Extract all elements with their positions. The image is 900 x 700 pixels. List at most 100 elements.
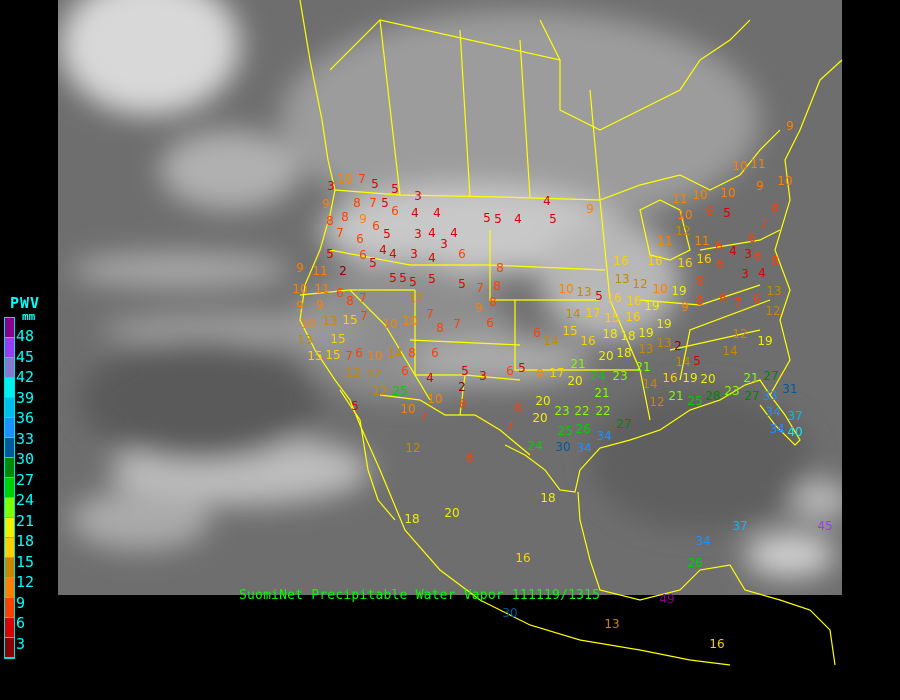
station-pwv-value: 12 xyxy=(649,395,664,409)
station-pwv-value: 6 xyxy=(372,219,380,233)
station-pwv-value: 9 xyxy=(586,202,594,216)
station-pwv-value: 10 xyxy=(652,282,667,296)
station-pwv-value: 34 xyxy=(769,422,784,436)
station-pwv-value: 3 xyxy=(744,247,752,261)
station-pwv-value: 3 xyxy=(414,189,422,203)
station-pwv-value: 7 xyxy=(345,349,353,363)
station-pwv-value: 4 xyxy=(389,247,397,261)
station-pwv-value: 5 xyxy=(461,364,469,378)
station-pwv-value: 8 xyxy=(496,261,504,275)
station-pwv-value: 10 xyxy=(400,402,415,416)
legend-swatch xyxy=(5,498,14,518)
station-pwv-value: 21 xyxy=(743,371,758,385)
legend-swatch xyxy=(5,618,14,638)
station-pwv-value: 16 xyxy=(515,551,530,565)
station-pwv-value: 8 xyxy=(514,401,522,415)
legend-swatch xyxy=(5,398,14,418)
station-pwv-value: 9 xyxy=(316,298,324,312)
station-pwv-value: 12 xyxy=(345,366,360,380)
station-pwv-value: 15 xyxy=(307,349,322,363)
station-pwv-value: 11 xyxy=(314,282,329,296)
legend-label: 42 xyxy=(16,368,35,386)
station-pwv-value: 5 xyxy=(494,212,502,226)
station-pwv-value: 16 xyxy=(696,252,711,266)
station-pwv-value: 4 xyxy=(543,194,551,208)
station-pwv-value: 26 xyxy=(687,556,702,570)
station-pwv-value: 7 xyxy=(734,296,742,310)
station-pwv-value: 25 xyxy=(687,394,702,408)
station-pwv-value: 15 xyxy=(330,332,345,346)
station-pwv-value: 34 xyxy=(576,441,591,455)
station-pwv-value: 7 xyxy=(760,217,768,231)
station-pwv-value: 4 xyxy=(428,251,436,265)
station-pwv-value: 8 xyxy=(341,210,349,224)
station-pwv-value: 34 xyxy=(765,405,780,419)
station-pwv-value: 9 xyxy=(786,119,794,133)
station-pwv-value: 6 xyxy=(401,364,409,378)
station-pwv-value: 3 xyxy=(479,369,487,383)
station-pwv-value: 6 xyxy=(748,231,756,245)
station-pwv-value: 14 xyxy=(565,307,580,321)
station-pwv-value: 14 xyxy=(387,346,402,360)
legend-label: 9 xyxy=(16,593,26,612)
station-pwv-value: 8 xyxy=(408,346,416,360)
station-pwv-value: 20 xyxy=(598,349,613,363)
station-pwv-value: 14 xyxy=(642,377,657,391)
station-pwv-value: 37 xyxy=(787,409,802,423)
station-pwv-value: 20 xyxy=(535,394,550,408)
station-pwv-value: 6 xyxy=(706,204,714,218)
station-pwv-value: 10 xyxy=(382,317,397,331)
station-pwv-value: 10 xyxy=(777,174,792,188)
legend-swatch xyxy=(5,358,14,378)
station-pwv-value: 9 xyxy=(681,300,689,314)
station-pwv-value: 13 xyxy=(297,333,312,347)
station-pwv-value: 34 xyxy=(596,429,611,443)
station-pwv-value: 12 xyxy=(732,327,747,341)
station-pwv-value: 10 xyxy=(732,159,747,173)
station-pwv-value: 5 xyxy=(369,256,377,270)
station-pwv-value: 4 xyxy=(411,206,419,220)
legend-swatch xyxy=(5,638,14,658)
legend-swatch xyxy=(5,578,14,598)
station-pwv-value: 45 xyxy=(817,519,832,533)
station-pwv-value: 16 xyxy=(613,254,628,268)
station-pwv-value: 16 xyxy=(709,637,724,651)
station-pwv-value: 4 xyxy=(379,243,387,257)
station-pwv-value: 19 xyxy=(638,326,653,340)
station-pwv-value: 21 xyxy=(570,357,585,371)
legend-swatch xyxy=(5,418,14,438)
legend-unit: mm xyxy=(22,310,36,323)
station-pwv-value: 18 xyxy=(404,512,419,526)
station-pwv-value: 20 xyxy=(532,411,547,425)
station-pwv-value: 22 xyxy=(595,404,610,418)
station-pwv-value: 4 xyxy=(433,206,441,220)
station-pwv-value: 22 xyxy=(574,404,589,418)
station-pwv-value: 10 xyxy=(292,282,307,296)
station-pwv-value: 8 xyxy=(436,321,444,335)
station-pwv-value: 23 xyxy=(554,404,569,418)
station-pwv-value: 25 xyxy=(557,424,572,438)
station-pwv-value: 16 xyxy=(625,310,640,324)
station-pwv-value: 20 xyxy=(444,506,459,520)
station-pwv-value: 5 xyxy=(549,212,557,226)
legend-swatch xyxy=(5,558,14,578)
station-pwv-value: 4 xyxy=(428,226,436,240)
station-pwv-value: 10 xyxy=(402,314,417,328)
legend-swatch xyxy=(5,538,14,558)
station-pwv-value: 17 xyxy=(585,306,600,320)
station-pwv-value: 16 xyxy=(662,371,677,385)
station-pwv-value: 9 xyxy=(296,299,304,313)
station-pwv-value: 5 xyxy=(518,361,526,375)
station-pwv-value: 12 xyxy=(408,291,423,305)
station-pwv-value: 8 xyxy=(696,274,704,288)
station-pwv-value: 6 xyxy=(533,326,541,340)
legend-label: 6 xyxy=(16,614,26,632)
legend-swatch xyxy=(5,338,14,358)
station-pwv-value: 10 xyxy=(692,188,707,202)
legend-label: 27 xyxy=(16,470,35,489)
station-pwv-value: 23 xyxy=(612,369,627,383)
station-pwv-value: 16 xyxy=(606,291,621,305)
station-pwv-value: 20 xyxy=(700,372,715,386)
station-pwv-value: 6 xyxy=(355,346,363,360)
